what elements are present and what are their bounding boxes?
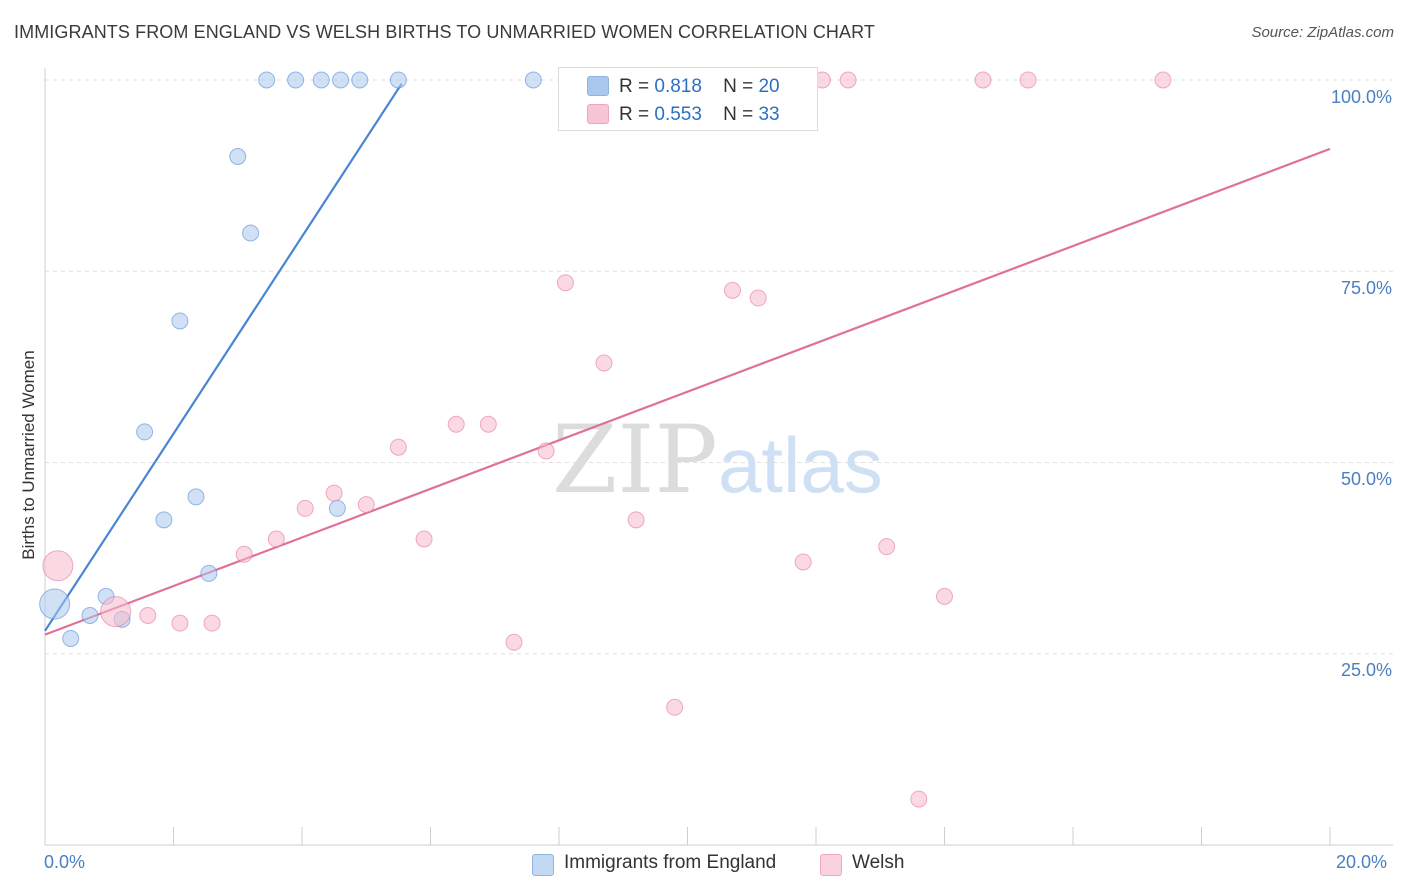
legend-r-value: 0.553: [654, 104, 702, 125]
data-point-welsh: [749, 289, 767, 307]
data-point-welsh: [556, 274, 574, 292]
legend-swatch-welsh: [587, 104, 609, 124]
gridlines: [45, 79, 1393, 655]
legend-n-label: N =: [723, 104, 754, 125]
data-point-welsh: [1019, 71, 1037, 89]
data-point-england: [229, 148, 247, 165]
data-point-welsh: [171, 614, 189, 632]
data-point-england: [328, 499, 346, 517]
legend-label-england: Immigrants from England: [564, 852, 777, 873]
y-axis-title: Births to Unmarried Women: [19, 350, 38, 560]
data-point-welsh: [627, 511, 645, 529]
data-point-welsh: [235, 545, 253, 563]
data-point-welsh: [974, 71, 992, 89]
data-point-england: [62, 629, 80, 647]
legend-n-value: 33: [758, 104, 780, 125]
data-point-england: [136, 423, 154, 441]
data-point-welsh: [42, 550, 74, 582]
data-point-england: [287, 71, 305, 89]
data-point-england: [81, 607, 99, 624]
y-tick-label-100: 100.0%: [1330, 87, 1392, 107]
data-point-welsh: [139, 607, 157, 624]
data-point-welsh: [505, 633, 523, 651]
data-point-england: [258, 71, 276, 89]
data-point-welsh: [415, 530, 433, 548]
watermark-atlas: atlas: [718, 421, 883, 509]
data-point-england: [312, 71, 330, 89]
data-point-welsh: [296, 499, 314, 517]
data-point-england: [39, 588, 71, 620]
legend-swatch-england: [532, 854, 554, 876]
data-point-welsh: [666, 698, 684, 716]
data-point-welsh: [479, 415, 497, 433]
y-tick-label-75: 75.0%: [1340, 278, 1392, 298]
legend-n-value: 20: [758, 76, 780, 97]
data-point-welsh: [389, 438, 407, 456]
data-point-welsh: [447, 415, 465, 433]
data-point-england: [524, 71, 542, 89]
trend-line-england: [44, 83, 403, 632]
x-tick-label-max: 20.0%: [1336, 852, 1388, 872]
watermark: ZIP atlas: [552, 406, 883, 515]
legend-swatch-england: [587, 76, 609, 96]
x-tick-label-min: 0.0%: [44, 852, 86, 872]
data-point-welsh: [325, 484, 343, 502]
data-point-england: [242, 224, 260, 242]
data-point-england: [332, 71, 350, 89]
data-points: [39, 71, 1172, 808]
data-point-england: [200, 564, 218, 582]
data-point-welsh: [595, 354, 613, 372]
data-point-england: [389, 71, 407, 89]
data-point-welsh: [910, 790, 928, 808]
data-point-welsh: [100, 596, 132, 628]
trend-line-welsh: [44, 147, 1331, 636]
legend-item-welsh: Welsh: [820, 852, 905, 876]
source-label: Source: ZipAtlas.com: [1251, 24, 1394, 41]
data-point-welsh: [839, 71, 857, 89]
data-point-england: [187, 488, 205, 506]
legend-r-value: 0.818: [654, 76, 702, 97]
axes: [44, 68, 1393, 846]
y-tick-label-25: 25.0%: [1340, 660, 1392, 680]
correlation-legend: R = 0.818 N = 20 R = 0.553 N = 33: [558, 67, 818, 131]
y-tick-label-50: 50.0%: [1340, 469, 1392, 489]
data-point-welsh: [357, 496, 375, 514]
legend-r-label: R =: [619, 76, 650, 97]
legend-label-welsh: Welsh: [852, 852, 905, 873]
data-point-welsh: [723, 281, 741, 299]
data-point-england: [171, 312, 189, 330]
data-point-welsh: [794, 553, 812, 571]
watermark-zip: ZIP: [552, 406, 718, 515]
data-point-welsh: [537, 442, 555, 460]
data-point-england: [351, 71, 369, 89]
trend-lines: [44, 83, 1331, 636]
legend-item-england: Immigrants from England: [532, 852, 777, 876]
legend-r-label: R =: [619, 104, 650, 125]
data-point-welsh: [267, 530, 285, 548]
legend-swatch-welsh: [820, 854, 842, 876]
data-point-welsh: [878, 538, 896, 556]
data-point-welsh: [1154, 71, 1172, 89]
data-point-welsh: [203, 614, 221, 632]
legend-n-label: N =: [723, 76, 754, 97]
data-point-welsh: [936, 587, 953, 605]
chart-title: IMMIGRANTS FROM ENGLAND VS WELSH BIRTHS …: [14, 22, 876, 42]
data-point-england: [155, 511, 173, 529]
